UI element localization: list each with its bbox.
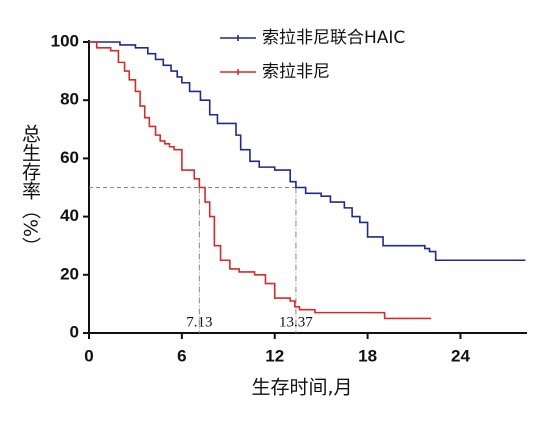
y-tick-label: 40 [60,206,79,225]
survival-curve [89,41,432,320]
y-tick-label: 60 [60,148,79,167]
y-axis-title: 总生存率（%） [19,124,41,256]
legend-label: 索拉非尼联合HAIC [262,28,405,48]
x-tick-label: 0 [84,346,93,365]
y-tick-label: 20 [60,264,79,283]
y-tick-label: 100 [51,31,79,50]
y-tick-label: 80 [60,90,79,109]
x-tick-label: 24 [451,346,470,365]
x-tick-label: 12 [265,346,284,365]
x-tick-label: 18 [358,346,377,365]
median-label: 13.37 [279,314,313,330]
survival-curve [89,41,526,262]
y-tick-label: 0 [70,322,79,341]
legend-label: 索拉非尼 [262,62,330,82]
median-label: 7.13 [186,314,212,330]
x-axis-title: 生存时间,月 [251,377,352,399]
x-tick-label: 6 [177,346,186,365]
